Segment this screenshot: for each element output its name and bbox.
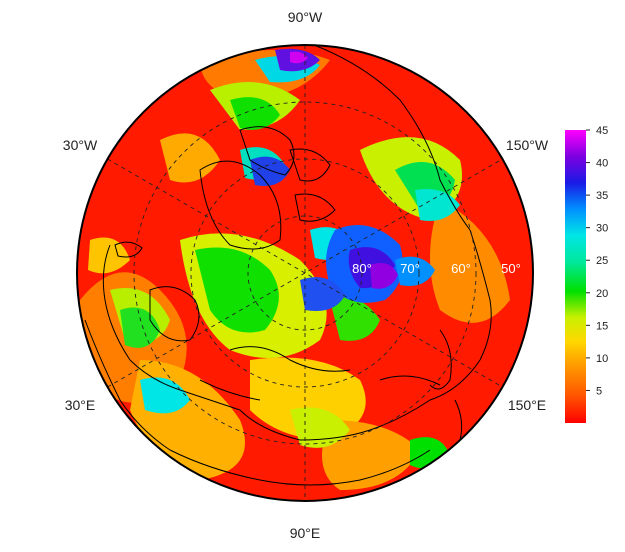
lon-label-upper-left: 30°W: [63, 137, 98, 153]
colorbar-tick-label: 15: [596, 320, 608, 332]
lat-label-60: 60°: [451, 261, 471, 276]
colorbar-tick-label: 30: [596, 223, 608, 235]
colorbar-tick-label: 25: [596, 255, 608, 267]
colorbar: 45 40 35 30 25 20 15 10 5: [565, 125, 608, 423]
lon-label-lower-right: 150°E: [508, 397, 546, 413]
colorbar-tick-label: 5: [596, 385, 602, 397]
lon-label-top: 90°W: [288, 9, 323, 25]
lat-label-70: 70°: [400, 261, 420, 276]
lon-label-bottom: 90°E: [290, 525, 321, 541]
lon-label-upper-right: 150°W: [506, 137, 549, 153]
lat-label-80: 80°: [352, 261, 372, 276]
colorbar-tick-label: 10: [596, 353, 608, 365]
graticule: [107, 45, 503, 501]
lon-label-lower-left: 30°E: [65, 397, 96, 413]
colorbar-tick-label: 40: [596, 158, 608, 170]
colorbar-tick-label: 45: [596, 125, 608, 137]
map-border: [76, 44, 534, 502]
colorbar-tick-label: 35: [596, 190, 608, 202]
colorbar-gradient: [565, 130, 586, 423]
colorbar-tick-label: 20: [596, 288, 608, 300]
lat-label-50: 50°: [501, 261, 521, 276]
colorbar-ticks: 45 40 35 30 25 20 15 10 5: [586, 125, 608, 397]
